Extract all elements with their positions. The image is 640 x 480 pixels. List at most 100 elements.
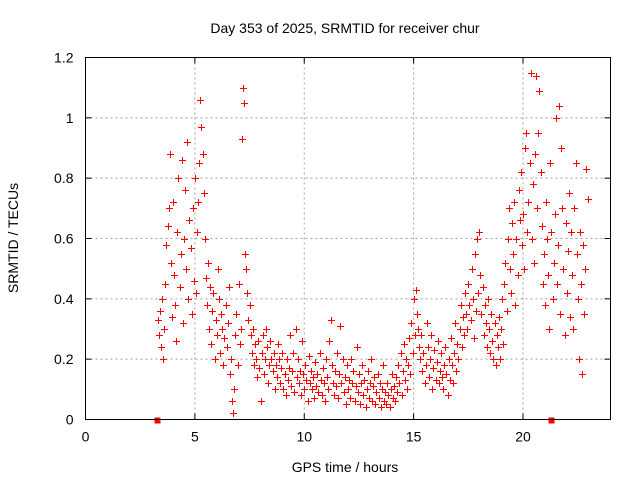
data-point	[245, 317, 252, 324]
data-point	[231, 386, 238, 393]
x-tick-label: 10	[296, 429, 312, 445]
data-point	[184, 139, 191, 146]
data-point	[411, 296, 418, 303]
data-point	[182, 187, 189, 194]
data-point	[254, 374, 261, 381]
data-point	[369, 398, 376, 405]
data-point	[294, 374, 301, 381]
data-point	[523, 130, 530, 137]
data-point	[206, 326, 213, 333]
data-point	[355, 389, 362, 396]
data-point	[343, 401, 350, 408]
data-point	[450, 380, 457, 387]
data-point	[314, 371, 321, 378]
data-point	[306, 353, 313, 360]
data-point	[197, 97, 204, 104]
data-point	[404, 386, 411, 393]
data-point	[482, 302, 489, 309]
data-point	[285, 377, 292, 384]
data-point	[543, 199, 550, 206]
data-point	[488, 311, 495, 318]
data-point	[455, 356, 462, 363]
data-point	[357, 401, 364, 408]
data-point	[552, 211, 559, 218]
data-point	[486, 326, 493, 333]
data-point	[311, 395, 318, 402]
data-point	[559, 205, 566, 212]
data-point	[509, 220, 516, 227]
data-point	[410, 350, 417, 357]
data-point	[276, 356, 283, 363]
data-point	[336, 371, 343, 378]
data-point	[437, 368, 444, 375]
data-point	[250, 326, 257, 333]
data-point	[209, 308, 216, 315]
data-point	[299, 338, 306, 345]
data-point	[337, 323, 344, 330]
data-point	[548, 229, 555, 236]
data-point	[165, 223, 172, 230]
data-point	[469, 266, 476, 273]
data-point	[468, 317, 475, 324]
data-point	[282, 371, 289, 378]
data-point	[563, 220, 570, 227]
data-point	[560, 266, 567, 273]
data-point	[527, 160, 534, 167]
data-point	[575, 296, 582, 303]
data-point	[207, 284, 214, 291]
data-point	[279, 350, 286, 357]
data-point	[317, 350, 324, 357]
data-point	[544, 236, 551, 243]
data-point	[473, 308, 480, 315]
data-point	[565, 248, 572, 255]
data-point	[266, 362, 273, 369]
data-point	[510, 251, 517, 258]
data-point	[581, 311, 588, 318]
data-point	[458, 302, 465, 309]
data-point	[195, 199, 202, 206]
data-point	[365, 368, 372, 375]
data-point	[530, 181, 537, 188]
data-point	[445, 392, 452, 399]
data-point	[348, 356, 355, 363]
data-point	[291, 389, 298, 396]
data-point	[303, 377, 310, 384]
data-point	[325, 386, 332, 393]
data-point	[224, 344, 231, 351]
data-point	[274, 374, 281, 381]
data-point	[168, 260, 175, 267]
data-point	[569, 272, 576, 279]
data-point	[347, 395, 354, 402]
data-point	[372, 401, 379, 408]
data-point	[253, 356, 260, 363]
data-point	[566, 190, 573, 197]
data-point	[290, 350, 297, 357]
data-point	[349, 380, 356, 387]
data-point	[446, 356, 453, 363]
data-point	[562, 332, 569, 339]
data-point	[502, 260, 509, 267]
data-point	[248, 332, 255, 339]
data-point	[324, 374, 331, 381]
data-point	[568, 229, 575, 236]
data-point	[459, 344, 466, 351]
data-point	[190, 205, 197, 212]
data-point	[188, 245, 195, 252]
data-point	[318, 377, 325, 384]
data-point	[451, 350, 458, 357]
data-point	[171, 272, 178, 279]
data-point	[440, 386, 447, 393]
data-point	[524, 229, 531, 236]
data-point	[439, 374, 446, 381]
x-tick-label: 15	[406, 429, 422, 445]
y-tick-label: 0.6	[54, 231, 74, 247]
data-point	[364, 386, 371, 393]
data-point	[387, 404, 394, 411]
data-point	[335, 395, 342, 402]
data-point	[354, 344, 361, 351]
data-point	[174, 229, 181, 236]
data-point	[384, 380, 391, 387]
data-point	[302, 362, 309, 369]
data-point	[356, 371, 363, 378]
data-point	[230, 410, 237, 417]
